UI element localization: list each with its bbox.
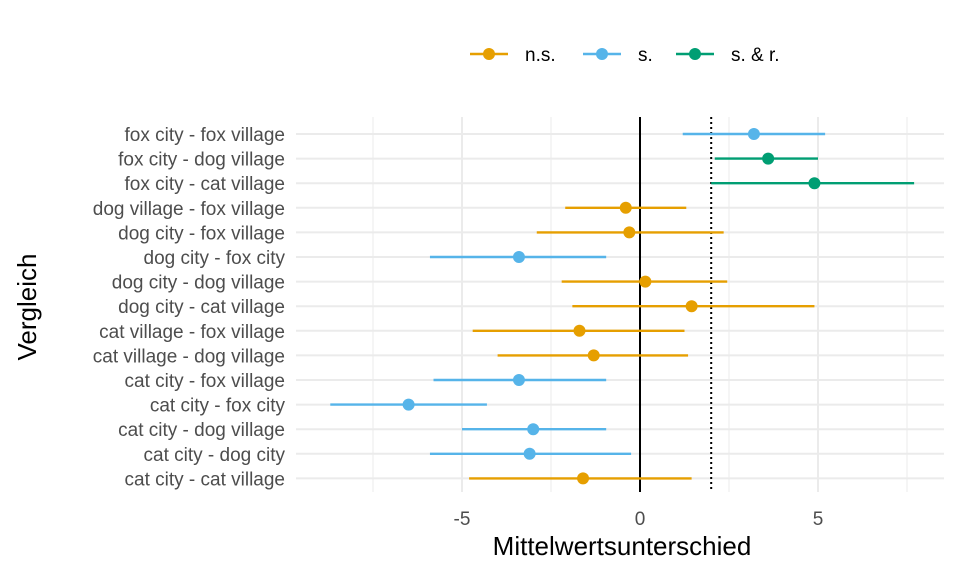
estimate-point xyxy=(573,324,586,337)
estimate-point xyxy=(623,226,636,239)
y-tick-label: cat city - dog village xyxy=(118,420,285,441)
y-tick-label: fox city - cat village xyxy=(125,174,286,195)
x-tick-label: 5 xyxy=(813,509,824,530)
estimate-point xyxy=(762,152,775,165)
legend-item-sr: s. & r. xyxy=(676,45,780,66)
x-tick-label: 0 xyxy=(635,509,646,530)
y-tick-label: dog city - cat village xyxy=(118,297,285,318)
y-tick-label: dog village - fox village xyxy=(93,199,285,220)
legend-item-s: s. xyxy=(583,45,653,66)
y-tick-label: cat city - fox city xyxy=(150,396,286,417)
legend: n.s. s. s. & r. xyxy=(470,45,780,66)
estimate-point xyxy=(512,374,525,386)
y-tick-label: fox city - fox village xyxy=(125,125,286,146)
estimate-point xyxy=(523,447,536,460)
y-tick-label: cat village - fox village xyxy=(99,322,285,343)
y-tick-label: fox city - dog village xyxy=(118,150,285,171)
legend-label: n.s. xyxy=(525,45,556,66)
x-tick-labels: -5 0 5 xyxy=(454,509,824,530)
reference-lines xyxy=(639,117,713,492)
y-tick-label: cat city - dog city xyxy=(144,445,286,466)
legend-label: s. & r. xyxy=(731,45,780,66)
y-tick-label: dog city - fox city xyxy=(144,248,286,269)
y-tick-label: cat city - fox village xyxy=(125,371,286,392)
point-estimates xyxy=(402,128,821,485)
y-tick-label: cat city - cat village xyxy=(125,469,286,490)
y-tick-label: dog city - dog village xyxy=(112,273,285,294)
x-axis-title: Mittelwertsunterschied xyxy=(493,531,752,561)
legend-key-point xyxy=(596,48,608,60)
legend-label: s. xyxy=(638,45,653,66)
legend-key-point xyxy=(689,48,701,60)
estimate-point xyxy=(747,128,760,140)
y-axis-title: Vergleich xyxy=(12,254,42,361)
estimate-point xyxy=(587,349,600,362)
estimate-point xyxy=(577,472,590,485)
y-tick-labels: fox city - fox village fox city - dog vil… xyxy=(93,125,286,490)
legend-key-point xyxy=(483,48,495,60)
y-tick-label: dog city - fox village xyxy=(118,223,285,244)
estimate-point xyxy=(402,398,415,411)
estimate-point xyxy=(512,251,525,263)
estimate-point xyxy=(685,300,698,313)
estimate-point xyxy=(639,275,652,288)
estimate-point xyxy=(527,423,540,436)
estimate-point xyxy=(619,201,632,214)
x-tick-label: -5 xyxy=(454,509,471,530)
estimate-point xyxy=(808,177,821,190)
y-tick-label: cat village - dog village xyxy=(93,346,285,367)
legend-item-ns: n.s. xyxy=(470,45,556,66)
